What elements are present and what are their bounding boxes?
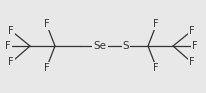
Text: F: F bbox=[153, 63, 159, 73]
Text: F: F bbox=[189, 26, 195, 36]
Text: F: F bbox=[5, 41, 11, 51]
Text: F: F bbox=[189, 57, 195, 67]
Text: S: S bbox=[123, 41, 129, 51]
Text: F: F bbox=[44, 63, 50, 73]
Text: F: F bbox=[8, 26, 14, 36]
Text: F: F bbox=[153, 19, 159, 29]
Text: Se: Se bbox=[94, 41, 107, 51]
Text: F: F bbox=[192, 41, 198, 51]
Text: F: F bbox=[44, 19, 50, 29]
Text: F: F bbox=[8, 57, 14, 67]
